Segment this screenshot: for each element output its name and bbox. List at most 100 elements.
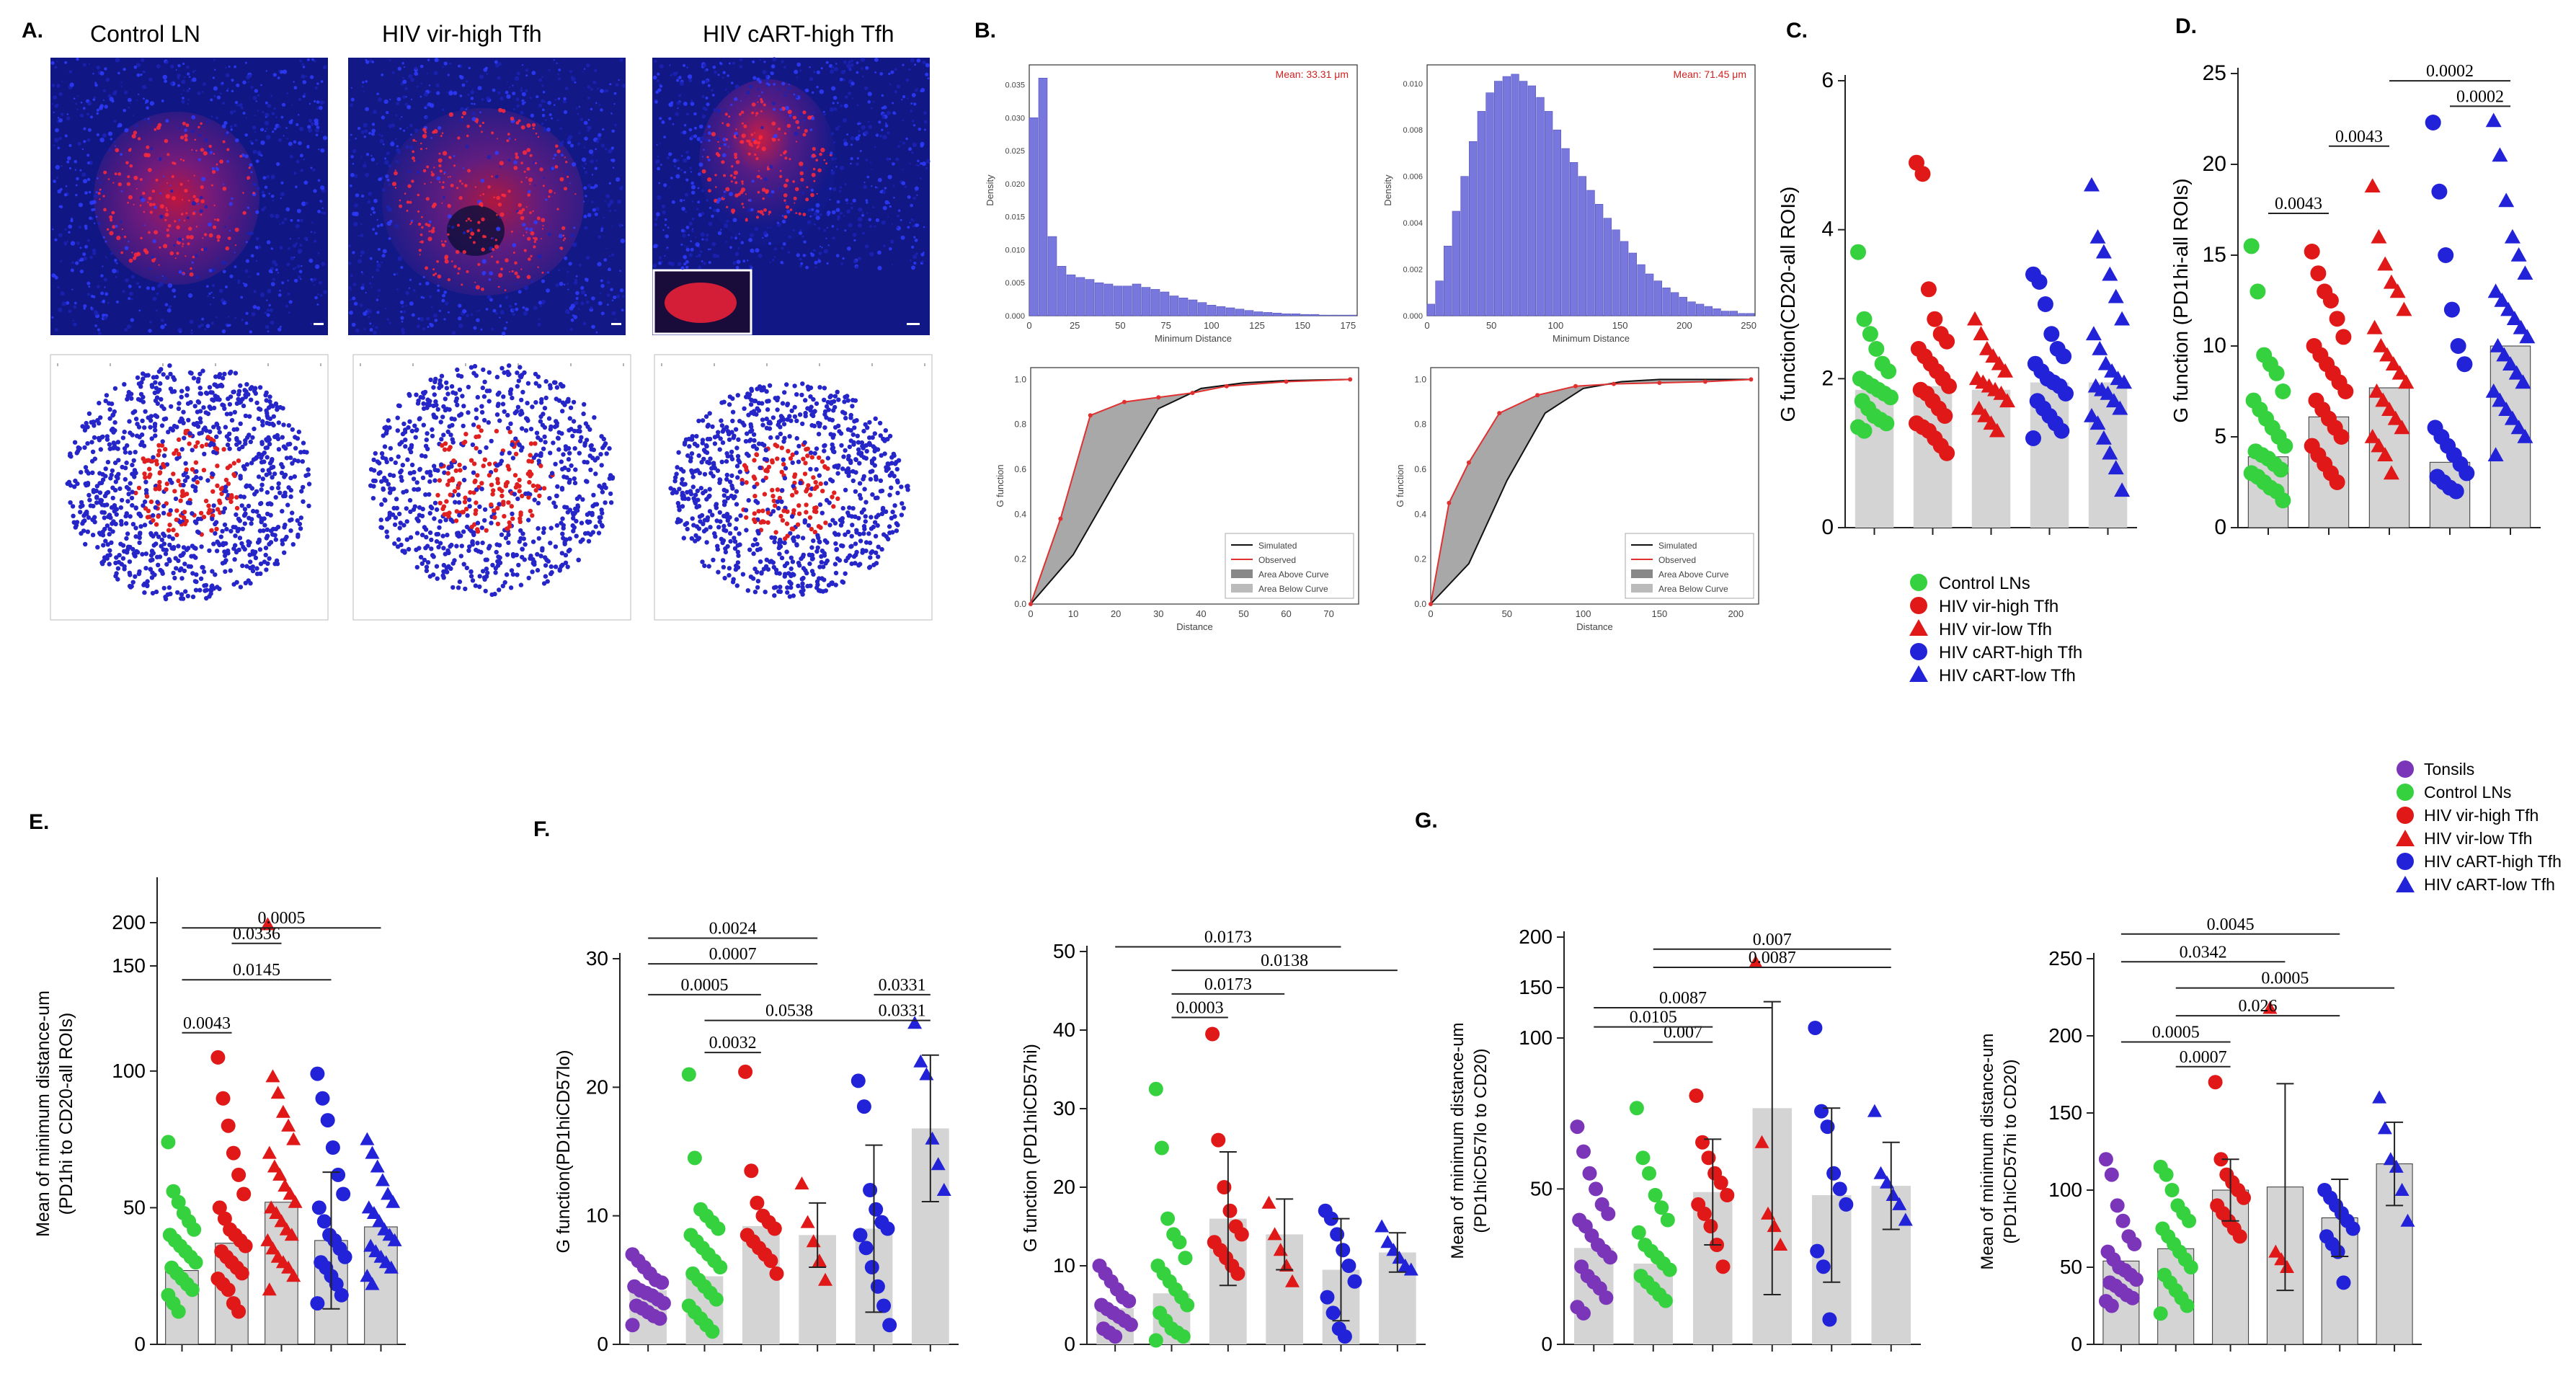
cell-speck	[754, 226, 759, 231]
cell-dot-red	[184, 518, 189, 524]
cell-speck	[432, 202, 437, 207]
cell-dot-blue	[554, 396, 559, 402]
cell-speck	[758, 94, 760, 97]
cell-speck	[51, 102, 53, 105]
cell-dot-blue	[536, 458, 541, 463]
cell-speck	[402, 95, 406, 99]
cell-dot-blue	[434, 564, 440, 569]
cell-dot-blue	[523, 428, 529, 433]
cell-dot-blue	[581, 411, 586, 417]
cell-dot-blue	[103, 538, 108, 544]
cell-speck	[580, 301, 585, 306]
cell-speck	[94, 311, 99, 316]
cell-dot-red	[136, 485, 142, 491]
cell-dot-blue	[239, 541, 244, 546]
cell-dot-red	[215, 507, 221, 512]
cell-speck	[94, 324, 97, 327]
cell-speck	[856, 61, 859, 64]
cell-speck	[729, 192, 733, 197]
cell-speck	[437, 274, 442, 279]
cell-dot-blue	[530, 404, 535, 409]
cell-speck	[295, 242, 298, 245]
cell-speck	[595, 139, 600, 143]
cell-speck	[829, 187, 832, 190]
cell-dot-blue	[267, 556, 272, 561]
cell-dot-blue	[141, 503, 146, 508]
cell-speck	[721, 153, 727, 158]
cell-dot-red	[526, 494, 531, 500]
cell-speck	[514, 271, 518, 275]
cell-speck	[234, 123, 237, 128]
cell-speck	[279, 70, 284, 74]
cell-dot-red	[537, 493, 542, 498]
cell-dot-blue	[263, 393, 268, 398]
cell-speck	[572, 243, 577, 247]
cell-dot-blue	[479, 404, 484, 409]
cell-dot-blue	[543, 555, 548, 560]
cell-speck	[86, 112, 89, 116]
cell-speck	[499, 310, 505, 315]
cell-speck	[355, 137, 357, 140]
cell-speck	[145, 102, 147, 105]
cell-speck	[569, 306, 574, 311]
cell-speck	[309, 75, 314, 79]
cell-speck	[88, 285, 91, 288]
cell-speck	[360, 250, 365, 255]
cell-dot-blue	[207, 404, 212, 409]
cell-dot-blue	[777, 551, 782, 556]
cell-dot-blue	[238, 494, 244, 499]
cell-dot-blue	[571, 515, 576, 521]
cell-dot-red	[530, 513, 535, 518]
cell-dot-blue	[578, 438, 583, 444]
cell-dot-blue	[589, 443, 594, 448]
cell-speck	[161, 99, 164, 102]
cell-dot-red	[495, 476, 500, 482]
cell-speck	[683, 171, 686, 174]
cell-speck	[858, 217, 863, 222]
cell-dot-blue	[439, 373, 445, 378]
cell-dot-blue	[399, 468, 404, 474]
cell-dot-blue	[254, 566, 259, 571]
cell-speck	[891, 264, 893, 266]
cell-dot-blue	[159, 404, 164, 409]
cell-speck	[166, 234, 170, 238]
cell-speck	[360, 130, 365, 134]
cell-speck	[438, 152, 441, 155]
cell-dot-blue	[370, 496, 376, 501]
cell-speck	[794, 69, 799, 74]
cell-dot-red	[231, 461, 236, 466]
cell-speck	[267, 330, 270, 333]
cell-dot-blue	[431, 554, 436, 559]
cell-dot-red	[218, 510, 223, 515]
cell-speck	[285, 207, 290, 212]
cell-dot-blue	[559, 520, 564, 525]
cell-dot-blue	[839, 443, 844, 448]
cell-dot-blue	[90, 470, 95, 475]
cell-dot-blue	[273, 401, 279, 407]
cell-speck	[716, 136, 720, 141]
cell-speck	[270, 94, 273, 97]
cell-speck	[531, 71, 536, 76]
cell-speck	[103, 208, 107, 212]
cell-speck	[317, 293, 319, 296]
cell-speck	[716, 208, 720, 213]
cell-speck	[846, 209, 850, 214]
cell-speck	[79, 169, 82, 172]
cell-speck	[907, 97, 909, 99]
cell-dot-blue	[388, 445, 394, 451]
cell-dot-blue	[122, 549, 127, 554]
cell-speck	[155, 178, 159, 182]
cell-dot-blue	[202, 451, 207, 456]
cell-speck	[583, 214, 587, 218]
cell-speck	[741, 182, 744, 185]
cell-speck	[430, 229, 435, 234]
cell-speck	[464, 184, 468, 187]
cell-dot-blue	[486, 546, 492, 551]
cell-dot-blue	[775, 435, 780, 440]
cell-speck	[187, 242, 190, 246]
cell-speck	[250, 254, 254, 258]
cell-speck	[82, 63, 86, 67]
cell-speck	[97, 328, 100, 332]
cell-speck	[436, 176, 441, 181]
cell-speck	[187, 72, 190, 76]
